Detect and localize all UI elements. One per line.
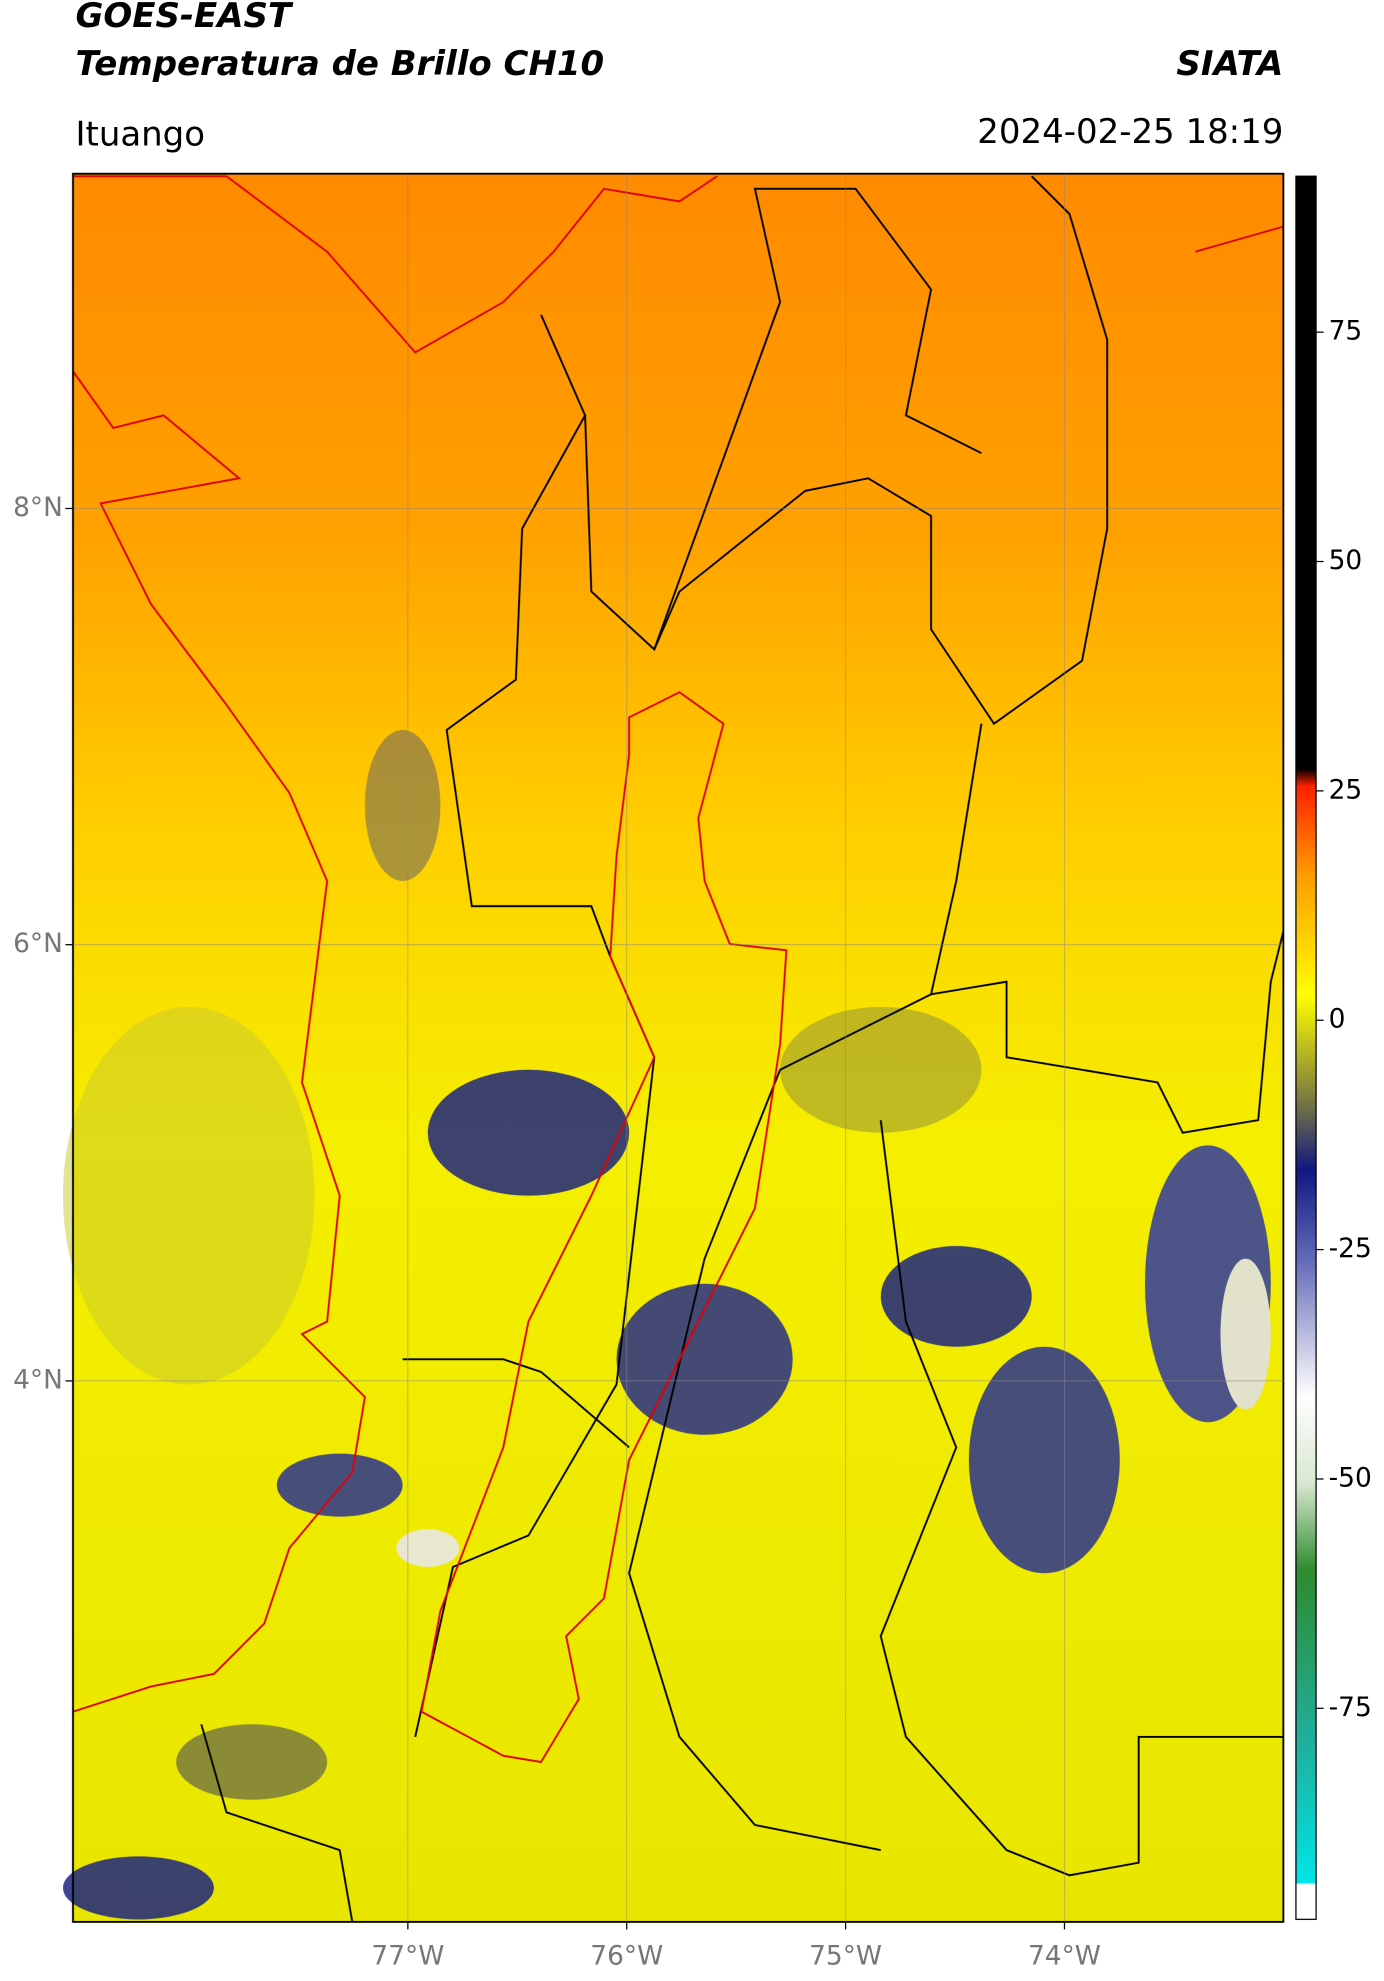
- x-tick-label: 74°W: [1028, 1941, 1101, 1972]
- colorbar-tick-label: 0: [1329, 1004, 1346, 1035]
- x-tick-label: 76°W: [590, 1941, 663, 1972]
- colorbar-tick-label: 25: [1329, 774, 1363, 805]
- red-borders: [72, 175, 1284, 1764]
- y-tick-label: 4°N: [13, 1364, 63, 1395]
- title: GOES-EAST: [75, 0, 293, 36]
- colorbar-tick-label: -75: [1329, 1692, 1372, 1723]
- colorbar-tick-label: -50: [1329, 1462, 1372, 1493]
- colorbar-tick-label: -25: [1329, 1233, 1372, 1264]
- y-tick-label: 8°N: [13, 492, 63, 523]
- x-tick-label: 77°W: [371, 1941, 444, 1972]
- colorbar-tick-label: 50: [1329, 545, 1363, 576]
- colorbar-tick-label: 75: [1329, 316, 1363, 347]
- location: Ituango: [75, 114, 205, 154]
- cloud-field: [62, 729, 1271, 1920]
- y-tick-label: 6°N: [13, 928, 63, 959]
- map-frame: [72, 172, 1285, 1923]
- admin-borders: [200, 175, 1285, 1923]
- brand: SIATA: [1176, 44, 1283, 84]
- map-background: [72, 173, 1284, 1922]
- x-tick-label: 75°W: [809, 1941, 882, 1972]
- map: [62, 173, 1285, 1923]
- subtitle: Temperatura de Brillo CH10: [75, 44, 604, 84]
- colorbar: [1295, 175, 1317, 1920]
- timestamp: 2024-02-25 18:19: [977, 112, 1283, 152]
